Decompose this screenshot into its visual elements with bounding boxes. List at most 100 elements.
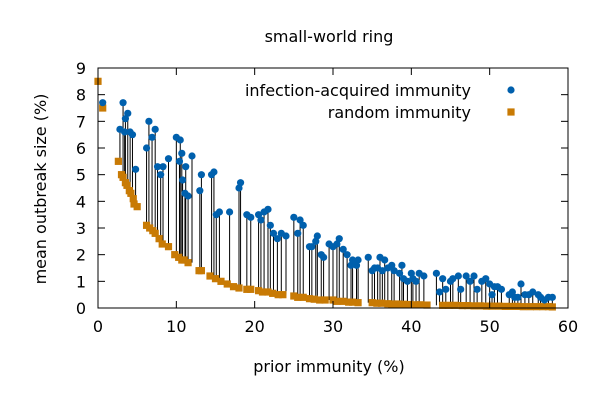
infection-point <box>466 277 474 285</box>
y-tick-label: 2 <box>76 246 86 265</box>
random-point <box>339 297 347 305</box>
random-point <box>513 302 521 310</box>
random-point <box>470 302 478 310</box>
infection-point <box>151 125 159 133</box>
random-point <box>411 301 419 309</box>
infection-point <box>462 272 470 280</box>
random-point <box>345 298 353 306</box>
random-point <box>258 288 267 296</box>
random-point <box>464 302 472 310</box>
infection-point <box>153 163 162 171</box>
infection-point <box>273 235 281 243</box>
infection-point <box>517 280 525 288</box>
legend-label-infection: infection-acquired immunity <box>245 81 471 100</box>
infection-point <box>157 171 165 179</box>
random-point <box>299 293 307 301</box>
infection-point <box>210 168 218 176</box>
legend-label-random: random immunity <box>328 103 471 122</box>
random-point <box>127 189 135 197</box>
infection-point <box>290 213 298 221</box>
infection-point <box>266 221 274 229</box>
random-point <box>476 302 484 310</box>
random-point <box>482 302 491 310</box>
legend-marker-infection <box>507 86 515 94</box>
random-point <box>99 104 107 112</box>
y-tick-label: 5 <box>76 166 86 185</box>
random-point <box>451 301 459 309</box>
infection-point <box>449 275 457 283</box>
random-point <box>368 299 376 307</box>
infection-point <box>412 277 420 285</box>
infection-point <box>390 267 398 275</box>
infection-point <box>364 253 372 261</box>
y-axis-label: mean outbreak size (%) <box>31 94 50 285</box>
infection-point <box>197 171 205 179</box>
infection-point <box>320 253 328 261</box>
infection-point <box>226 208 234 216</box>
random-point <box>388 300 396 308</box>
infection-point <box>269 229 278 237</box>
infection-point <box>398 261 406 269</box>
random-point <box>533 303 541 311</box>
infection-point <box>339 245 347 253</box>
random-point <box>539 303 547 311</box>
random-point <box>377 299 386 307</box>
y-tick-label: 9 <box>76 59 86 78</box>
infection-point <box>148 133 156 141</box>
infection-point <box>514 293 522 301</box>
x-tick-label: 0 <box>93 317 103 336</box>
infection-point <box>308 243 316 251</box>
infection-point <box>482 275 490 283</box>
infection-point <box>294 229 302 237</box>
infection-point <box>235 184 243 192</box>
y-tick-label: 0 <box>76 299 86 318</box>
infection-point <box>348 256 357 264</box>
random-point <box>114 157 122 165</box>
random-point <box>235 284 243 292</box>
random-point <box>290 292 298 300</box>
random-point <box>206 272 214 280</box>
infection-point <box>435 288 444 296</box>
random-point <box>394 300 402 308</box>
random-point <box>333 297 341 305</box>
random-point <box>129 195 137 203</box>
infection-point <box>457 285 465 293</box>
infection-point <box>420 272 428 280</box>
random-point <box>164 243 173 251</box>
random-point <box>439 301 447 309</box>
y-tick-label: 6 <box>76 139 86 158</box>
random-point <box>254 287 263 295</box>
infection-point <box>124 109 132 117</box>
random-point <box>519 303 527 311</box>
random-point <box>211 275 220 283</box>
chart-title: small-world ring <box>265 27 394 46</box>
legend-marker-random <box>507 108 515 116</box>
infection-point <box>442 285 450 293</box>
random-point <box>406 300 414 309</box>
random-point <box>423 301 431 309</box>
infection-point <box>497 285 506 293</box>
infection-point <box>548 293 556 301</box>
x-axis-label: prior immunity (%) <box>253 357 405 376</box>
random-point <box>269 289 277 297</box>
random-point <box>243 285 251 293</box>
infection-point <box>215 208 224 216</box>
infection-point <box>182 163 190 171</box>
infection-point <box>247 213 255 221</box>
y-tick-label: 8 <box>76 86 86 105</box>
infection-point <box>159 163 167 171</box>
x-tick-label: 10 <box>166 317 186 336</box>
random-point <box>294 293 302 301</box>
infection-point <box>529 288 537 296</box>
y-tick-label: 4 <box>76 192 86 211</box>
infection-point <box>116 125 124 133</box>
infection-point <box>378 267 386 275</box>
infection-point <box>132 165 140 173</box>
infection-point <box>178 149 186 157</box>
random-point <box>229 283 238 291</box>
x-tick-label: 60 <box>558 317 578 336</box>
random-point <box>171 251 179 259</box>
infection-point <box>395 269 404 277</box>
infection-point <box>164 155 173 163</box>
